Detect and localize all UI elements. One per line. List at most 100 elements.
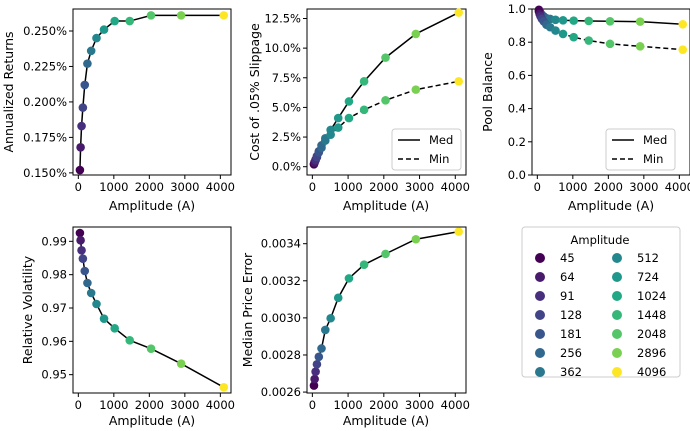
plot-area xyxy=(75,228,229,392)
x-tick-label: 2000 xyxy=(594,180,623,194)
data-point xyxy=(219,383,229,392)
x-tick-label: 2000 xyxy=(369,180,398,194)
data-point xyxy=(359,260,369,269)
x-axis-ticks: 0 1000 2000 3000 4000 xyxy=(309,175,470,194)
y-tick-label: 0.225% xyxy=(23,59,67,73)
data-point xyxy=(146,344,156,353)
data-point xyxy=(551,26,560,35)
legend-marker xyxy=(535,291,545,301)
axes-frame xyxy=(531,8,690,176)
x-axis-ticks: 0 1000 2000 3000 4000 xyxy=(534,175,690,194)
y-tick-label: 7.5% xyxy=(272,71,301,85)
legend-label: 256 xyxy=(560,346,582,360)
plot-area xyxy=(309,227,464,390)
legend-marker xyxy=(612,367,622,377)
x-axis-label: Amplitude (A) xyxy=(343,413,429,428)
series-line-med xyxy=(79,14,224,171)
x-tick-label: 3000 xyxy=(405,180,434,194)
x-tick-label: 2000 xyxy=(369,398,398,412)
y-axis-ticks: 0.150% 0.175% 0.200% 0.225% 0.250% xyxy=(23,24,73,180)
x-tick-label: 3000 xyxy=(170,180,199,194)
data-point xyxy=(344,97,354,106)
legend-label: Med xyxy=(429,133,453,147)
legend-label: 91 xyxy=(560,289,575,303)
data-point xyxy=(381,96,390,105)
y-tick-label: 0.250% xyxy=(23,24,67,38)
x-axis-ticks: 0 1000 2000 3000 4000 xyxy=(75,393,235,412)
legend-label: 128 xyxy=(560,308,582,322)
legend-label: Min xyxy=(643,152,663,166)
legend-marker xyxy=(535,329,545,339)
data-point xyxy=(584,16,594,26)
amplitude-legend: Amplitude 45 64 91 128 181 256 362 512 724 1024 14… xyxy=(521,226,681,379)
data-point xyxy=(76,143,85,152)
plot-area xyxy=(309,8,464,169)
x-tick-label: 4000 xyxy=(206,398,235,412)
axes-frame xyxy=(72,8,232,176)
y-tick-label: 0.175% xyxy=(23,130,67,144)
data-point xyxy=(551,15,560,25)
data-point xyxy=(326,130,335,139)
data-point xyxy=(635,42,645,51)
data-point xyxy=(333,293,343,303)
y-tick-label: 0.97 xyxy=(41,301,67,315)
data-point xyxy=(80,80,90,90)
data-point xyxy=(125,336,135,345)
data-point xyxy=(411,29,421,39)
panel-annualized-returns: 0 1000 2000 3000 4000 0.150% 0.175% 0.200% 0.22… xyxy=(1,8,235,213)
x-tick-label: 1000 xyxy=(558,180,587,194)
legend-label: Med xyxy=(643,133,667,147)
legend-label: Min xyxy=(429,152,449,166)
data-point xyxy=(678,45,688,54)
amplitude-legend-title: Amplitude xyxy=(571,233,630,247)
y-tick-label: 10.0% xyxy=(264,41,301,55)
legend-marker xyxy=(612,291,622,301)
data-point xyxy=(75,165,85,175)
y-axis-ticks: 0.0 0.2 0.4 0.6 0.8 1.0 xyxy=(508,2,532,182)
legend-label: 512 xyxy=(637,251,659,265)
y-tick-label: 0.6 xyxy=(508,68,526,82)
legend-marker xyxy=(535,253,545,263)
y-tick-label: 2.5% xyxy=(272,130,301,144)
data-point xyxy=(83,278,92,288)
legend-marker xyxy=(535,310,545,320)
y-tick-label: 0.0028 xyxy=(261,348,301,362)
legend-label: 64 xyxy=(560,270,575,284)
data-point xyxy=(312,359,322,369)
x-tick-label: 3000 xyxy=(405,398,434,412)
data-point xyxy=(92,33,101,43)
series-line-med xyxy=(79,232,225,388)
data-point xyxy=(584,36,594,45)
x-tick-label: 0 xyxy=(75,180,82,194)
data-point xyxy=(99,25,109,34)
data-point xyxy=(454,8,464,17)
y-tick-label: 0.0% xyxy=(272,160,301,174)
data-point xyxy=(317,344,326,353)
data-point xyxy=(454,227,464,236)
panel-pool-balance: 0 1000 2000 3000 4000 0.0 0.2 0.4 0.6 0.8 1.0 Amp… xyxy=(480,2,690,213)
y-tick-label: 0.200% xyxy=(23,95,67,109)
data-point xyxy=(110,16,119,26)
legend-label: 4096 xyxy=(637,365,666,379)
x-tick-label: 4000 xyxy=(665,180,690,194)
panel-relative-volatility: 0 1000 2000 3000 4000 0.95 0.96 0.97 0.98 0.99 A… xyxy=(20,226,235,428)
data-point xyxy=(635,17,645,26)
data-point xyxy=(569,16,578,25)
axes-frame xyxy=(72,226,232,394)
data-point xyxy=(344,274,354,283)
data-point xyxy=(78,254,88,263)
y-tick-label: 0.0 xyxy=(508,168,526,182)
data-point xyxy=(411,234,421,244)
legend-label: 45 xyxy=(560,251,575,265)
data-point xyxy=(311,367,320,376)
data-point xyxy=(176,359,186,368)
data-point xyxy=(411,85,421,94)
data-point xyxy=(309,381,319,390)
data-point xyxy=(381,249,390,259)
x-tick-label: 1000 xyxy=(99,180,128,194)
legend-label: 1024 xyxy=(637,289,666,303)
panel-median-price-error: 0 1000 2000 3000 4000 0.00260.00280.00300.00… xyxy=(240,226,470,428)
data-point xyxy=(558,15,568,25)
data-point xyxy=(310,374,319,384)
y-axis-label: Annualized Returns xyxy=(1,31,16,152)
